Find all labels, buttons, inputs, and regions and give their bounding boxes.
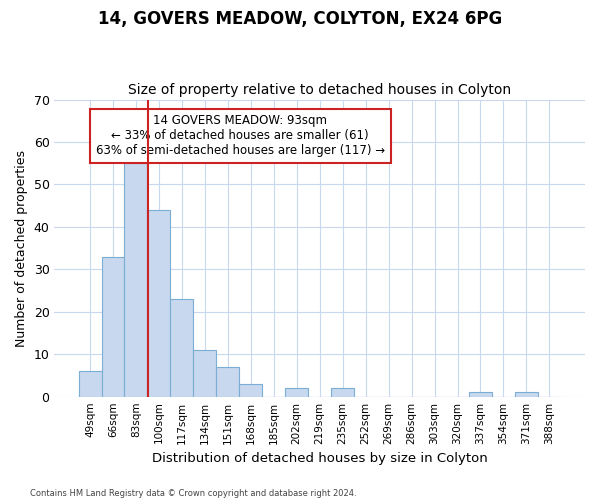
Bar xyxy=(193,350,217,397)
Text: 14, GOVERS MEADOW, COLYTON, EX24 6PG: 14, GOVERS MEADOW, COLYTON, EX24 6PG xyxy=(98,10,502,28)
Bar xyxy=(331,388,354,396)
Text: 14 GOVERS MEADOW: 93sqm
← 33% of detached houses are smaller (61)
63% of semi-de: 14 GOVERS MEADOW: 93sqm ← 33% of detache… xyxy=(95,114,385,158)
Bar xyxy=(217,367,239,396)
Bar xyxy=(148,210,170,396)
Bar xyxy=(469,392,492,396)
Bar xyxy=(239,384,262,396)
Title: Size of property relative to detached houses in Colyton: Size of property relative to detached ho… xyxy=(128,83,511,97)
Bar xyxy=(285,388,308,396)
X-axis label: Distribution of detached houses by size in Colyton: Distribution of detached houses by size … xyxy=(152,452,488,465)
Bar xyxy=(170,299,193,396)
Bar xyxy=(79,371,101,396)
Bar xyxy=(101,256,124,396)
Text: Contains HM Land Registry data © Crown copyright and database right 2024.: Contains HM Land Registry data © Crown c… xyxy=(30,488,356,498)
Bar xyxy=(124,163,148,396)
Bar xyxy=(515,392,538,396)
Y-axis label: Number of detached properties: Number of detached properties xyxy=(15,150,28,346)
